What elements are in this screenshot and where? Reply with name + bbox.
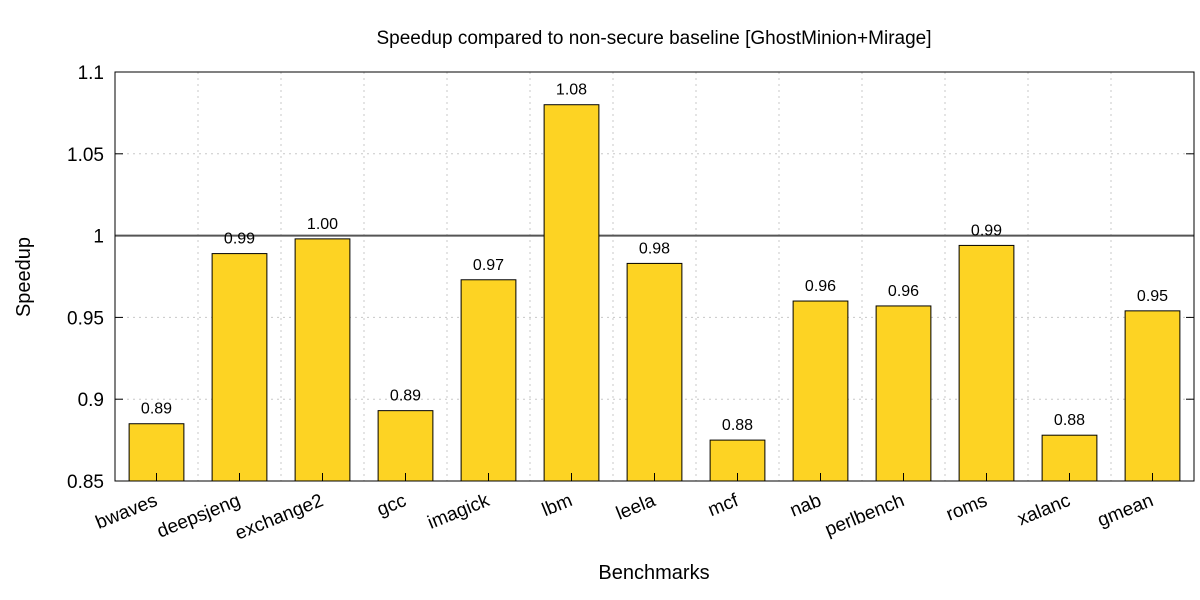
bar-perlbench: [875, 305, 932, 482]
data-label-leela: 0.98: [639, 240, 670, 257]
x-tick-label-exchange2: exchange2: [232, 490, 326, 544]
y-tick-label: 0.9: [78, 390, 104, 411]
data-label-perlbench: 0.96: [888, 283, 919, 300]
y-axis-label: Speedup: [13, 237, 35, 317]
data-label-gcc: 0.89: [390, 388, 421, 405]
bar-gcc: [377, 410, 434, 482]
x-tick-label-bwaves: bwaves: [93, 490, 161, 534]
y-tick-label: 1: [93, 227, 104, 248]
x-tick-label-lbm: lbm: [539, 490, 575, 521]
bars: 0.89 0.99 1.00 0.89 0.97 1.08 0.98 0.88 0.96 0.96…: [128, 82, 1181, 482]
x-tick-label-deepsjeng: deepsjeng: [154, 490, 243, 542]
data-label-xalanc: 0.88: [1054, 412, 1085, 429]
bar-xalanc: [1041, 434, 1098, 482]
data-label-roms: 0.99: [971, 222, 1002, 239]
bar-roms: [958, 244, 1015, 482]
x-tick-label-leela: leela: [613, 490, 658, 525]
data-label-bwaves: 0.89: [141, 401, 172, 418]
data-label-lbm: 1.08: [556, 82, 587, 99]
x-tick-label-roms: roms: [943, 490, 990, 525]
x-axis-label: Benchmarks: [598, 562, 709, 584]
x-tick-label-gcc: gcc: [374, 490, 409, 521]
bar-bwaves: [128, 423, 185, 482]
y-tick-label: 1.1: [78, 63, 104, 84]
data-label-nab: 0.96: [805, 278, 836, 295]
x-tick-label-perlbench: perlbench: [822, 490, 907, 541]
bar-exchange2: [294, 238, 351, 482]
x-tick-label-xalanc: xalanc: [1015, 490, 1074, 530]
data-label-deepsjeng: 0.99: [224, 231, 255, 248]
data-label-exchange2: 1.00: [307, 216, 338, 233]
y-tick-label: 0.85: [67, 472, 104, 493]
x-tick-label-mcf: mcf: [705, 490, 742, 521]
x-tick-label-imagick: imagick: [425, 490, 493, 534]
bar-deepsjeng: [211, 253, 268, 482]
bar-imagick: [460, 279, 517, 482]
data-label-gmean: 0.95: [1137, 288, 1168, 305]
y-tick-label: 0.95: [67, 308, 104, 329]
y-tick-label: 1.05: [67, 145, 104, 166]
chart-title: Speedup compared to non-secure baseline …: [376, 28, 931, 49]
bar-gmean: [1124, 310, 1181, 482]
x-tick-label-nab: nab: [787, 490, 824, 521]
bar-leela: [626, 262, 683, 482]
grid-lines: [115, 72, 1194, 481]
bar-nab: [792, 300, 849, 482]
bar-lbm: [543, 104, 600, 482]
data-label-mcf: 0.88: [722, 417, 753, 434]
x-tick-label-gmean: gmean: [1095, 490, 1157, 531]
data-label-imagick: 0.97: [473, 257, 504, 274]
